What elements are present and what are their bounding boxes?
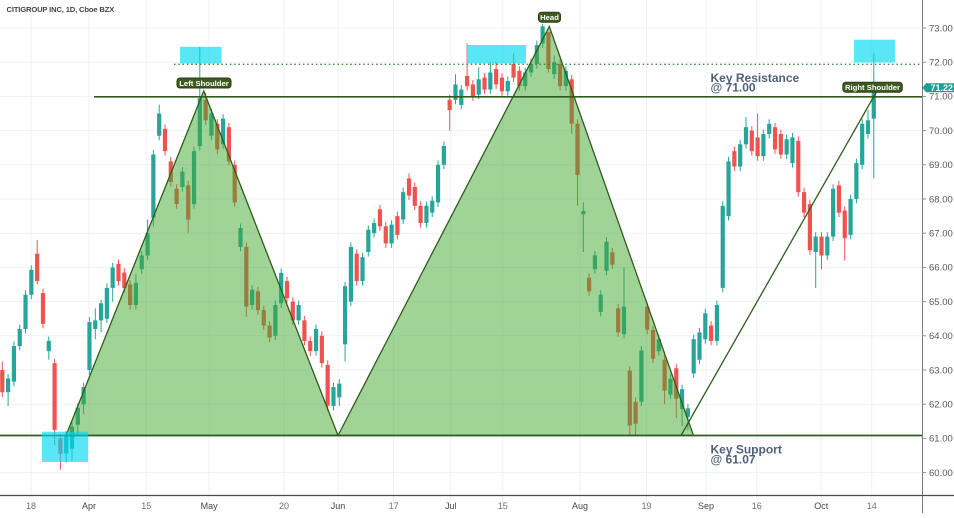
svg-text:Key Resistance: Key Resistance bbox=[711, 71, 800, 85]
svg-text:71.00: 71.00 bbox=[929, 92, 953, 103]
svg-text:17: 17 bbox=[389, 501, 399, 511]
svg-text:15: 15 bbox=[141, 501, 151, 511]
svg-text:14: 14 bbox=[867, 501, 877, 511]
svg-text:Apr: Apr bbox=[82, 501, 96, 511]
svg-text:Oct: Oct bbox=[814, 501, 829, 511]
svg-text:Left Shoulder: Left Shoulder bbox=[179, 79, 229, 88]
svg-text:Right Shoulder: Right Shoulder bbox=[845, 83, 900, 92]
svg-text:20: 20 bbox=[279, 501, 289, 511]
svg-text:Jul: Jul bbox=[445, 501, 457, 511]
svg-text:60.00: 60.00 bbox=[929, 468, 953, 479]
svg-text:71.22: 71.22 bbox=[931, 83, 954, 93]
svg-text:Jun: Jun bbox=[331, 501, 346, 511]
svg-text:16: 16 bbox=[752, 501, 762, 511]
svg-text:Aug: Aug bbox=[572, 501, 588, 511]
svg-text:61.00: 61.00 bbox=[929, 434, 953, 445]
svg-text:63.00: 63.00 bbox=[929, 365, 953, 376]
svg-text:15: 15 bbox=[498, 501, 508, 511]
svg-text:65.00: 65.00 bbox=[929, 297, 953, 308]
svg-text:19: 19 bbox=[641, 501, 651, 511]
svg-text:66.00: 66.00 bbox=[929, 263, 953, 274]
svg-text:70.00: 70.00 bbox=[929, 126, 953, 137]
svg-text:69.00: 69.00 bbox=[929, 160, 953, 171]
svg-text:Head: Head bbox=[540, 13, 559, 22]
svg-text:CITIGROUP INC, 1D, Cboe BZX: CITIGROUP INC, 1D, Cboe BZX bbox=[7, 5, 115, 14]
svg-text:73.00: 73.00 bbox=[929, 23, 953, 34]
svg-text:64.00: 64.00 bbox=[929, 331, 953, 342]
svg-text:67.00: 67.00 bbox=[929, 229, 953, 240]
svg-text:May: May bbox=[201, 501, 219, 511]
svg-text:18: 18 bbox=[26, 501, 36, 511]
svg-text:@ 71.00: @ 71.00 bbox=[711, 81, 756, 95]
svg-text:68.00: 68.00 bbox=[929, 194, 953, 205]
svg-text:62.00: 62.00 bbox=[929, 400, 953, 411]
svg-text:Sep: Sep bbox=[698, 501, 714, 511]
svg-text:Key Support: Key Support bbox=[711, 443, 782, 457]
svg-text:72.00: 72.00 bbox=[929, 58, 953, 69]
svg-text:@ 61.07: @ 61.07 bbox=[711, 452, 756, 466]
